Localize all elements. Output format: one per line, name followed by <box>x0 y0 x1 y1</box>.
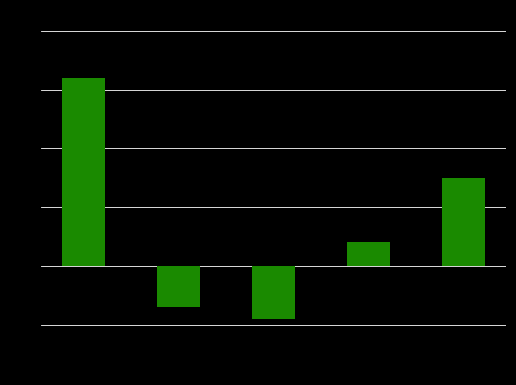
Bar <box>442 178 485 266</box>
Bar <box>157 266 200 307</box>
Bar <box>347 243 390 266</box>
Bar <box>62 78 105 266</box>
Bar <box>252 266 295 319</box>
